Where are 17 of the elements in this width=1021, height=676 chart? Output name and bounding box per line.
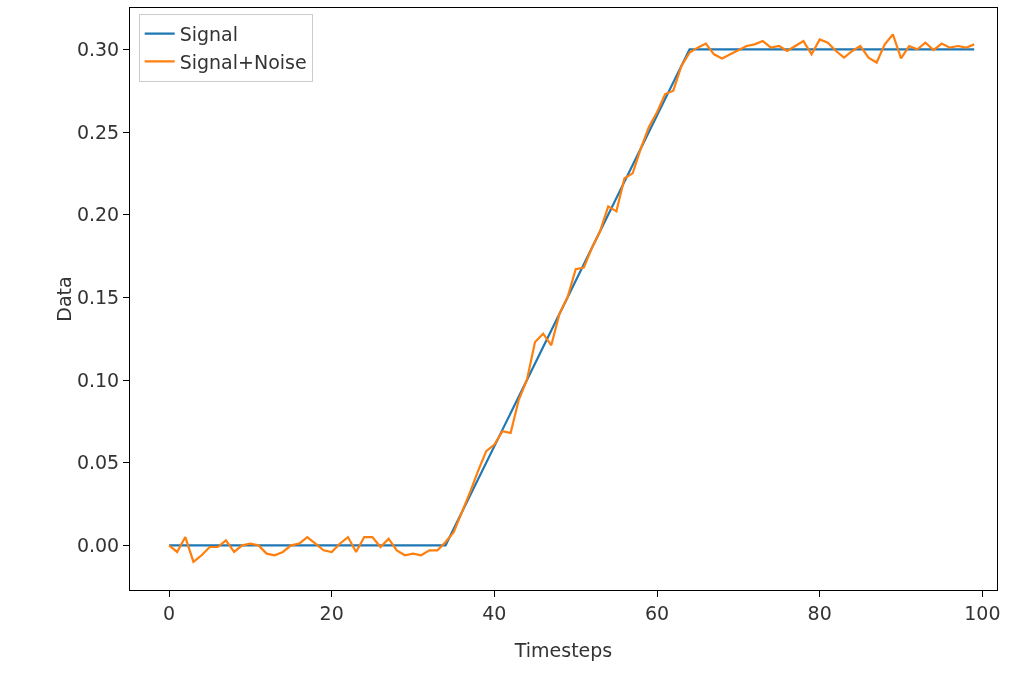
x-tick-label: 100 [964, 601, 1001, 624]
y-tick-label: 0.00 [76, 534, 120, 557]
x-tick-label: 40 [482, 601, 507, 624]
y-axis-title: Data [52, 276, 75, 322]
y-tick-label: 0.05 [76, 451, 120, 474]
legend-label: Signal [179, 23, 239, 46]
x-tick-label: 60 [644, 601, 670, 624]
y-tick-label: 0.25 [76, 120, 120, 143]
x-axis-title: Timesteps [513, 639, 613, 661]
y-tick-label: 0.10 [76, 368, 120, 391]
legend-label: Signal+Noise [179, 50, 307, 73]
y-tick-label: 0.20 [76, 203, 120, 226]
x-tick-label: 80 [807, 601, 832, 624]
y-tick-label: 0.30 [76, 37, 120, 60]
x-tick-label: 20 [319, 601, 344, 624]
x-tick-label: 0 [162, 601, 176, 624]
y-tick-label: 0.15 [76, 286, 120, 308]
